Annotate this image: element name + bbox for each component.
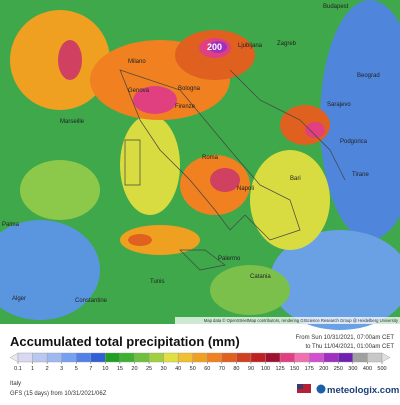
city-label: Alger bbox=[12, 296, 26, 302]
colorbar-swatch bbox=[90, 352, 106, 363]
colorbar-arrow bbox=[9, 352, 19, 363]
colorbar-tick-label: 400 bbox=[363, 366, 372, 372]
colorbar-arrow bbox=[381, 352, 391, 363]
colorbar-swatch bbox=[32, 352, 48, 363]
colorbar-tick-label: 150 bbox=[290, 366, 299, 372]
logo-icon bbox=[316, 384, 326, 394]
colorbar-swatch bbox=[265, 352, 281, 363]
colorbar-swatch bbox=[134, 352, 150, 363]
colorbar-tick-label: 70 bbox=[219, 366, 225, 372]
colorbar-tick-label: 90 bbox=[248, 366, 254, 372]
colorbar-swatch bbox=[323, 352, 339, 363]
city-label: Roma bbox=[202, 155, 219, 161]
city-label: Podgorica bbox=[340, 139, 368, 145]
colorbar-tick-label: 30 bbox=[161, 366, 167, 372]
colorbar-swatch bbox=[17, 352, 33, 363]
colorbar-swatch bbox=[163, 352, 179, 363]
colorbar-swatch bbox=[148, 352, 164, 363]
city-label: Tirane bbox=[352, 172, 369, 178]
city-label: Ljubljana bbox=[238, 43, 263, 49]
colorbar-tick-label: 60 bbox=[204, 366, 210, 372]
colorbar-swatch bbox=[119, 352, 135, 363]
colorbar-tick-label: 175 bbox=[305, 366, 314, 372]
colorbar-tick-label: 0.1 bbox=[14, 366, 22, 372]
colorbar-swatch bbox=[352, 352, 368, 363]
colorbar-tick-label: 2 bbox=[46, 366, 49, 372]
colorbar-swatch bbox=[207, 352, 223, 363]
colorbar-swatch bbox=[192, 352, 208, 363]
colorbar-swatch bbox=[76, 352, 91, 363]
colorbar: 0.1 1 2 3 5 7 10 15 20 25 30 40 50 60 70 80 90 100 125 150 1… bbox=[9, 352, 391, 372]
colorbar-tick-label: 80 bbox=[233, 366, 239, 372]
colorbar-tick-label: 7 bbox=[89, 366, 92, 372]
colorbar-tick-label: 5 bbox=[75, 366, 78, 372]
colorbar-tick-label: 15 bbox=[117, 366, 123, 372]
colorbar-tick-label: 40 bbox=[175, 366, 181, 372]
colorbar-swatch bbox=[309, 352, 324, 363]
city-label: Bologna bbox=[178, 86, 201, 92]
colorbar-swatch bbox=[105, 352, 121, 363]
legend-title: Accumulated total precipitation (mm) bbox=[10, 334, 240, 349]
colorbar-tick-label: 25 bbox=[146, 366, 152, 372]
colorbar-swatch bbox=[177, 352, 193, 363]
colorbar-tick-label: 20 bbox=[131, 366, 137, 372]
colorbar-tick-label: 1 bbox=[31, 366, 34, 372]
colorbar-swatch bbox=[236, 352, 252, 363]
city-label: Catania bbox=[250, 274, 271, 280]
colorbar-swatch bbox=[221, 352, 237, 363]
period-to: to Thu 11/04/2021, 01:00am CET bbox=[305, 344, 394, 350]
region: Italy bbox=[10, 381, 21, 387]
city-label: Marseille bbox=[60, 119, 85, 125]
colorbar-swatch bbox=[338, 352, 354, 363]
colorbar-tick-label: 200 bbox=[319, 366, 328, 372]
colorbar-swatch bbox=[61, 352, 77, 363]
city-label: Sarajevo bbox=[327, 102, 351, 108]
city-label: Milano bbox=[128, 59, 146, 65]
city-label: Constantine bbox=[75, 298, 108, 304]
city-label: Palma bbox=[2, 222, 20, 228]
city-label: Bari bbox=[290, 176, 301, 182]
colorbar-tick-label: 10 bbox=[102, 366, 108, 372]
colorbar-tick-label: 125 bbox=[275, 366, 284, 372]
attribution: Map data © OpenStreetMap contributors, r… bbox=[204, 318, 399, 323]
colorbar-swatch bbox=[367, 352, 383, 363]
city-label: Palermo bbox=[218, 256, 241, 262]
city-label: Zagreb bbox=[277, 41, 297, 47]
peak-label: 200 bbox=[207, 42, 222, 52]
brand[interactable]: meteologix.com bbox=[327, 385, 399, 396]
colorbar-tick-label: 50 bbox=[190, 366, 196, 372]
city-label: Beograd bbox=[357, 73, 380, 79]
colorbar-swatch bbox=[294, 352, 310, 363]
map: Budapest Ljubljana Zagreb Milano Genova … bbox=[0, 0, 400, 330]
colorbar-swatch bbox=[279, 352, 295, 363]
city-label: Budapest bbox=[323, 4, 349, 10]
flag-icon[interactable] bbox=[297, 384, 311, 393]
colorbar-tick-label: 300 bbox=[348, 366, 357, 372]
period-from: From Sun 10/31/2021, 07:00am CET bbox=[296, 335, 395, 341]
colorbar-tick-label: 100 bbox=[261, 366, 270, 372]
model-run: GFS (15 days) from 10/31/2021/06Z bbox=[10, 391, 107, 397]
colorbar-swatch bbox=[46, 352, 62, 363]
colorbar-tick-label: 3 bbox=[60, 366, 63, 372]
colorbar-tick-label: 250 bbox=[334, 366, 343, 372]
city-label: Napoli bbox=[237, 186, 254, 192]
city-label: Genova bbox=[128, 88, 150, 94]
colorbar-tick-label: 500 bbox=[377, 366, 386, 372]
city-label: Firenze bbox=[175, 104, 196, 110]
city-label: Tunis bbox=[150, 279, 164, 285]
colorbar-swatch bbox=[250, 352, 266, 363]
